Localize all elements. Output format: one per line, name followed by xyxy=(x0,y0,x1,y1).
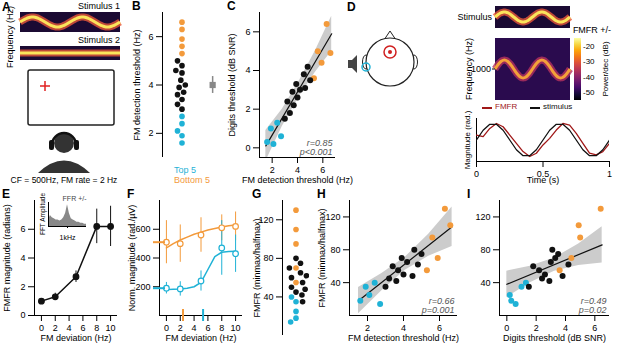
svg-text:600: 600 xyxy=(135,224,150,234)
svg-text:FMFR magnitude (radians): FMFR magnitude (radians) xyxy=(2,204,12,312)
svg-text:0: 0 xyxy=(474,169,479,179)
svg-text:40: 40 xyxy=(263,292,273,302)
svg-text:r=0.85p<0.001: r=0.85p<0.001 xyxy=(299,138,334,157)
svg-text:1000: 1000 xyxy=(471,64,491,74)
html-text:F: F xyxy=(127,187,135,201)
html-text:Bottom 5: Bottom 5 xyxy=(174,175,210,185)
svg-text:CF = 500Hz, FM rate = 2 Hz: CF = 500Hz, FM rate = 2 Hz xyxy=(11,175,118,185)
html-text:B: B xyxy=(132,0,141,13)
svg-text:4: 4 xyxy=(563,323,568,333)
html-text:Top 5: Top 5 xyxy=(174,165,196,175)
svg-text:Stimulus 1: Stimulus 1 xyxy=(78,1,120,11)
html-text:H: H xyxy=(317,187,326,201)
svg-text:Stimulus 2: Stimulus 2 xyxy=(78,35,120,45)
html-text:G: G xyxy=(252,187,262,201)
svg-text:-20: -20 xyxy=(583,42,595,51)
svg-text:120: 120 xyxy=(325,212,340,222)
svg-text:6: 6 xyxy=(320,165,325,175)
svg-text:r=0.66p=0.001: r=0.66p=0.001 xyxy=(421,296,455,315)
svg-text:120: 120 xyxy=(475,212,490,222)
svg-text:-40: -40 xyxy=(583,73,595,82)
svg-text:4: 4 xyxy=(20,253,25,263)
svg-text:FM detection threshold (Hz): FM detection threshold (Hz) xyxy=(242,175,353,185)
svg-text:6: 6 xyxy=(592,323,597,333)
svg-text:Digits threshold (dB SNR): Digits threshold (dB SNR) xyxy=(503,333,606,343)
svg-text:6: 6 xyxy=(437,323,442,333)
svg-text:FFR +/-: FFR +/- xyxy=(63,195,88,202)
svg-text:8: 8 xyxy=(219,323,224,333)
svg-text:4: 4 xyxy=(67,323,72,333)
svg-text:2: 2 xyxy=(270,165,275,175)
svg-text:4: 4 xyxy=(401,323,406,333)
svg-text:2: 2 xyxy=(148,128,153,138)
svg-text:-30: -30 xyxy=(583,57,595,66)
svg-text:2: 2 xyxy=(20,282,25,292)
svg-text:2: 2 xyxy=(178,323,183,333)
svg-text:FM detection threshold (Hz): FM detection threshold (Hz) xyxy=(132,29,142,140)
svg-text:0: 0 xyxy=(164,323,169,333)
svg-text:-50: -50 xyxy=(583,88,595,97)
svg-text:6: 6 xyxy=(205,323,210,333)
svg-text:200: 200 xyxy=(135,282,150,292)
svg-text:8: 8 xyxy=(94,323,99,333)
svg-text:0: 0 xyxy=(504,323,509,333)
svg-text:4: 4 xyxy=(245,65,250,75)
html-text:C: C xyxy=(227,0,236,13)
html-text:E: E xyxy=(2,187,10,201)
svg-text:Stimulus: Stimulus xyxy=(457,12,492,22)
svg-text:6: 6 xyxy=(20,224,25,234)
svg-text:80: 80 xyxy=(480,245,490,255)
svg-text:FM deviation (Hz): FM deviation (Hz) xyxy=(40,333,111,343)
svg-text:Time (s): Time (s) xyxy=(527,175,560,185)
svg-text:Norm. magnitude (rad./µV): Norm. magnitude (rad./µV) xyxy=(127,205,137,312)
html-text:FMFR: FMFR xyxy=(495,102,518,111)
svg-text:6: 6 xyxy=(80,323,85,333)
svg-text:2: 2 xyxy=(53,323,58,333)
svg-text:Digits threshold (dB SNR): Digits threshold (dB SNR) xyxy=(227,33,237,136)
svg-text:80: 80 xyxy=(330,245,340,255)
svg-text:1: 1 xyxy=(607,169,612,179)
svg-text:Frequency (Hz): Frequency (Hz) xyxy=(5,6,15,68)
svg-text:0: 0 xyxy=(245,143,250,153)
html-text:Magnitude (rad.): Magnitude (rad.) xyxy=(463,110,472,169)
svg-text:FM deviation (Hz): FM deviation (Hz) xyxy=(165,333,236,343)
svg-text:400: 400 xyxy=(135,253,150,263)
svg-text:80: 80 xyxy=(263,253,273,263)
svg-text:2: 2 xyxy=(245,104,250,114)
svg-text:6: 6 xyxy=(148,32,153,42)
svg-text:4: 4 xyxy=(192,323,197,333)
svg-text:1kHz: 1kHz xyxy=(60,234,76,241)
svg-text:4: 4 xyxy=(148,80,153,90)
svg-text:FM detection threshold (Hz): FM detection threshold (Hz) xyxy=(348,333,459,343)
svg-text:6: 6 xyxy=(245,27,250,37)
svg-text:FMFR +/-: FMFR +/- xyxy=(573,25,611,35)
svg-text:120: 120 xyxy=(258,214,274,225)
svg-text:Power/dec (dB): Power/dec (dB) xyxy=(601,41,610,96)
svg-text:10: 10 xyxy=(106,323,116,333)
svg-text:FMFR (minmax/halfmax): FMFR (minmax/halfmax) xyxy=(317,208,327,307)
html-text:FFT Amplitude: FFT Amplitude xyxy=(38,192,46,236)
svg-text:r=0.49p=0.02: r=0.49p=0.02 xyxy=(578,296,607,315)
svg-text:0: 0 xyxy=(39,323,44,333)
svg-text:40: 40 xyxy=(480,278,490,288)
html-text:I: I xyxy=(467,187,471,201)
svg-text:10: 10 xyxy=(231,323,241,333)
svg-text:4: 4 xyxy=(295,165,300,175)
svg-text:2: 2 xyxy=(534,323,539,333)
svg-text:2: 2 xyxy=(365,323,370,333)
svg-text:40: 40 xyxy=(330,278,340,288)
html-text:stimulus: stimulus xyxy=(543,102,573,111)
svg-text:FMFR (minmax/halfmax): FMFR (minmax/halfmax) xyxy=(252,218,262,317)
svg-text:Frequency (Hz): Frequency (Hz) xyxy=(464,38,474,100)
svg-text:0: 0 xyxy=(20,310,25,320)
svg-text:D: D xyxy=(347,0,356,14)
